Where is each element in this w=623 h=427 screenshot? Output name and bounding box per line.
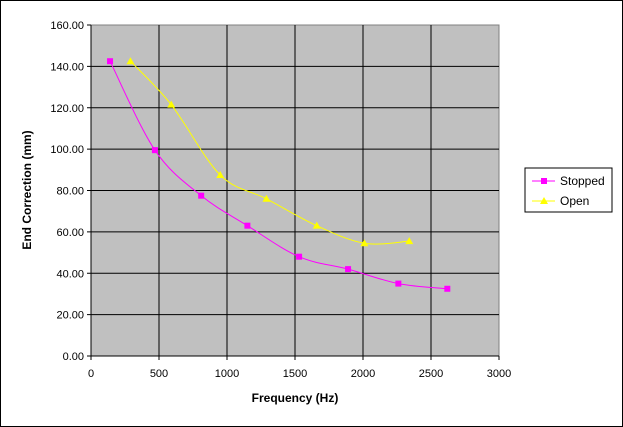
y-tick-label: 160.00 xyxy=(50,20,84,32)
legend: Stopped Open xyxy=(524,167,613,213)
legend-marker-open xyxy=(540,197,548,204)
data-point-open xyxy=(216,170,225,178)
x-tick-label: 0 xyxy=(88,368,94,380)
legend-label-open: Open xyxy=(560,194,589,208)
data-point-stopped xyxy=(107,58,114,65)
x-tick-label: 3000 xyxy=(487,368,511,380)
data-point-open xyxy=(126,57,135,65)
legend-marker-stopped xyxy=(541,178,547,184)
data-point-stopped xyxy=(296,253,303,260)
data-point-stopped xyxy=(345,266,352,273)
x-tick-label: 2500 xyxy=(419,368,443,380)
data-point-open xyxy=(167,100,176,108)
data-point-stopped xyxy=(444,285,451,292)
series-layer xyxy=(107,57,451,292)
x-tick-label: 1000 xyxy=(215,368,239,380)
y-tick-label: 0.00 xyxy=(63,351,84,363)
x-tick-label: 2000 xyxy=(351,368,375,380)
x-axis-title: Frequency (Hz) xyxy=(252,391,339,405)
y-tick-label: 140.00 xyxy=(50,61,84,73)
data-point-stopped xyxy=(151,147,158,154)
data-point-stopped xyxy=(244,222,251,229)
legend-box xyxy=(524,167,613,213)
y-tick-label: 80.00 xyxy=(56,186,84,198)
data-point-stopped xyxy=(198,192,205,199)
y-tick-label: 40.00 xyxy=(56,268,84,280)
y-tick-label: 100.00 xyxy=(50,144,84,156)
data-point-stopped xyxy=(395,280,402,287)
legend-label-stopped: Stopped xyxy=(560,174,605,188)
data-point-open xyxy=(312,221,321,229)
data-point-open xyxy=(405,237,414,245)
axes: 0.00 20.00 40.00 60.00 80.00 100.00 120.00 140.… xyxy=(50,20,511,380)
data-point-open xyxy=(360,239,369,247)
x-tick-label: 500 xyxy=(150,368,168,380)
data-point-open xyxy=(262,194,271,202)
y-axis-title: End Correction (mm) xyxy=(20,130,34,249)
y-tick-label: 120.00 xyxy=(50,103,84,115)
gridlines xyxy=(91,25,499,356)
x-tick-label: 1500 xyxy=(283,368,307,380)
y-tick-label: 60.00 xyxy=(56,227,84,239)
y-tick-label: 20.00 xyxy=(56,310,84,322)
